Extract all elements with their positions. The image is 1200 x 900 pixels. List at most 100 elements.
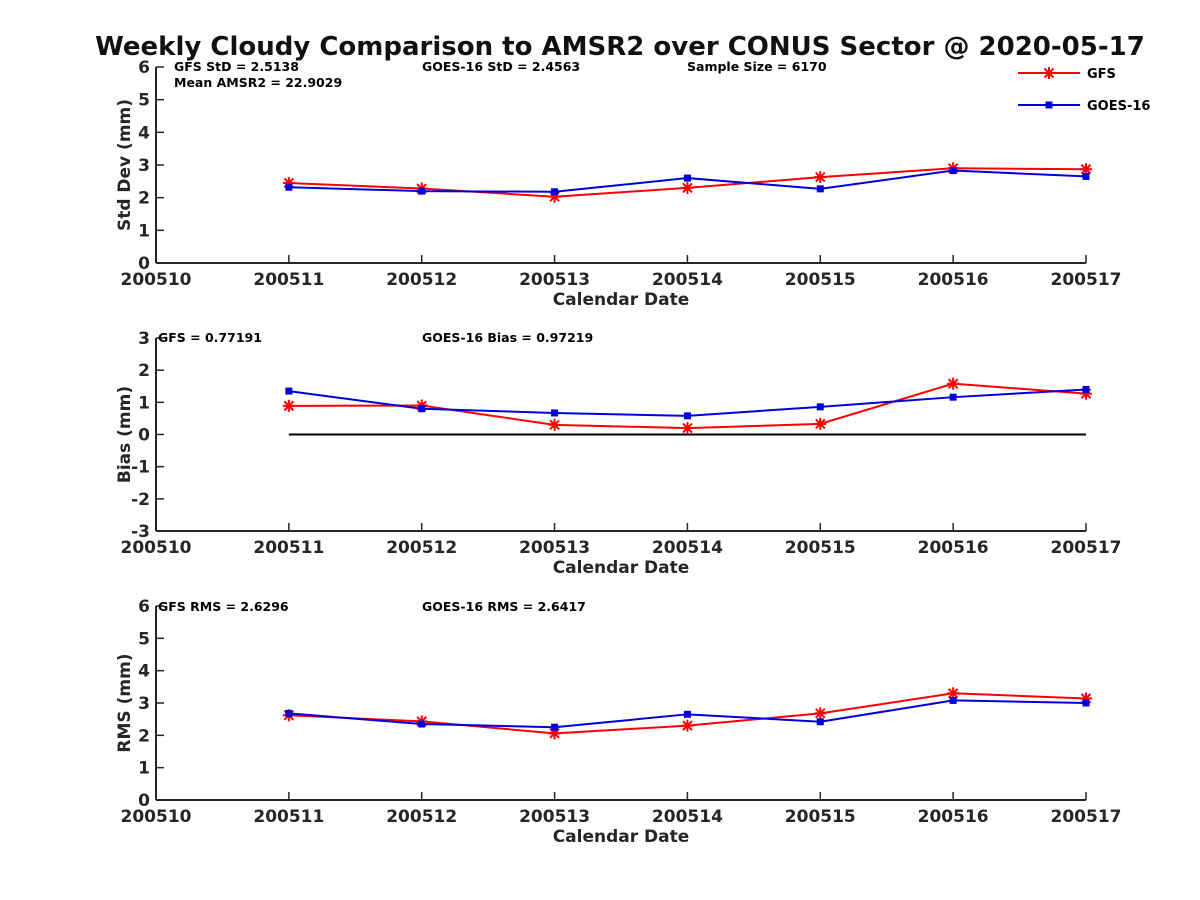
stddev-stat-annotation: GOES-16 StD = 2.4563 <box>422 59 580 74</box>
stddev-x-tick-label: 200511 <box>253 270 324 290</box>
legend-goes-label: GOES-16 <box>1087 99 1150 114</box>
bias-goes16-point <box>418 405 426 413</box>
rms-goes16-point <box>285 709 293 717</box>
stddev-stat-annotation: Mean AMSR2 = 22.9029 <box>174 75 342 90</box>
rms-x-tick-label: 200515 <box>785 807 856 827</box>
stddev-x-axis-label: Calendar Date <box>553 290 690 310</box>
rms-goes16-point <box>418 720 426 728</box>
bias-stat-annotation: GFS = 0.77191 <box>158 330 262 345</box>
bias-y-axis-label: Bias (mm) <box>115 386 135 483</box>
rms-y-tick-label: 3 <box>138 694 150 714</box>
bias-gfs-point <box>947 377 960 390</box>
rms-y-tick-label: 6 <box>138 597 150 617</box>
stddev-goes16-point <box>418 187 426 195</box>
stddev-y-tick-label: 5 <box>138 91 150 111</box>
stddev-y-tick-label: 0 <box>138 254 150 274</box>
stddev-stat-annotation: GFS StD = 2.5138 <box>174 59 299 74</box>
panel-rms: 200510 200511 200512 200513 200514 200515 2005… <box>115 597 1121 847</box>
rms-goes16-point <box>551 723 559 731</box>
bias-goes16-point <box>683 412 691 420</box>
stddev-x-tick-label: 200516 <box>918 270 989 290</box>
rms-goes16-point <box>816 718 824 726</box>
bias-gfs-point <box>548 418 561 431</box>
bias-goes16-point <box>285 387 293 395</box>
rms-x-tick-label: 200513 <box>519 807 590 827</box>
rms-y-tick-label: 4 <box>138 662 150 682</box>
bias-x-tick-label: 200510 <box>121 538 192 558</box>
bias-y-tick-label: 2 <box>138 361 150 381</box>
bias-x-tick-label: 200517 <box>1051 538 1122 558</box>
bias-x-tick-label: 200516 <box>918 538 989 558</box>
bias-goes16-point <box>1082 385 1090 393</box>
bias-gfs-point <box>814 417 827 430</box>
bias-goes16-point <box>551 409 559 417</box>
legend-gfs-marker <box>1043 67 1055 79</box>
rms-y-tick-label: 2 <box>138 726 150 746</box>
stddev-goes16-point <box>816 185 824 193</box>
bias-gfs-point <box>282 399 295 412</box>
stddev-goes16-point <box>1082 172 1090 180</box>
rms-y-tick-label: 1 <box>138 759 150 779</box>
stddev-y-tick-label: 4 <box>138 123 150 143</box>
stddev-goes16-point <box>285 183 293 191</box>
bias-x-tick-label: 200515 <box>785 538 856 558</box>
bias-y-tick-label: 1 <box>138 393 150 413</box>
legend-goes-marker <box>1045 101 1053 109</box>
rms-x-tick-label: 200511 <box>253 807 324 827</box>
panel-stddev: 200510 200511 200512 200513 200514 200515 2005… <box>115 58 1121 310</box>
stddev-x-tick-label: 200515 <box>785 270 856 290</box>
legend-gfs-label: GFS <box>1087 67 1116 82</box>
stddev-x-tick-label: 200517 <box>1051 270 1122 290</box>
rms-y-tick-label: 0 <box>138 791 150 811</box>
panel-bias: 200510 200511 200512 200513 200514 200515 2005… <box>115 329 1121 578</box>
stddev-goes16-point <box>551 188 559 196</box>
bias-y-tick-label: 0 <box>138 426 150 446</box>
stddev-goes16-point <box>949 167 957 175</box>
bias-goes16-point <box>816 403 824 411</box>
stddev-y-tick-label: 2 <box>138 189 150 209</box>
rms-x-axis-label: Calendar Date <box>553 827 690 847</box>
rms-x-tick-label: 200512 <box>386 807 457 827</box>
stddev-x-tick-label: 200512 <box>386 270 457 290</box>
stddev-x-tick-label: 200513 <box>519 270 590 290</box>
rms-y-tick-label: 5 <box>138 629 150 649</box>
stddev-y-axis-label: Std Dev (mm) <box>115 99 135 231</box>
rms-x-tick-label: 200510 <box>121 807 192 827</box>
bias-x-tick-label: 200514 <box>652 538 723 558</box>
rms-gfs-point <box>814 707 827 720</box>
stddev-stat-annotation: Sample Size = 6170 <box>687 59 827 74</box>
rms-stat-annotation: GOES-16 RMS = 2.6417 <box>422 599 586 614</box>
bias-y-tick-label: 3 <box>138 329 150 349</box>
bias-x-tick-label: 200513 <box>519 538 590 558</box>
rms-goes16-point <box>683 710 691 718</box>
legend: GFS GOES-16 <box>1018 67 1150 114</box>
panels: 200510 200511 200512 200513 200514 200515 2005… <box>115 58 1121 847</box>
bias-y-tick-label: -1 <box>131 458 150 478</box>
rms-goes16-point <box>1082 699 1090 707</box>
rms-stat-annotation: GFS RMS = 2.6296 <box>158 599 289 614</box>
rms-x-tick-label: 200516 <box>918 807 989 827</box>
bias-x-tick-label: 200511 <box>253 538 324 558</box>
rms-y-axis-label: RMS (mm) <box>115 653 135 752</box>
bias-stat-annotation: GOES-16 Bias = 0.97219 <box>422 330 593 345</box>
stddev-x-tick-label: 200510 <box>121 270 192 290</box>
bias-y-tick-label: -3 <box>131 522 150 542</box>
bias-x-tick-label: 200512 <box>386 538 457 558</box>
stddev-y-tick-label: 3 <box>138 156 150 176</box>
stddev-y-tick-label: 1 <box>138 221 150 241</box>
bias-goes16-point <box>949 393 957 401</box>
rms-x-tick-label: 200514 <box>652 807 723 827</box>
rms-gfs-point <box>681 719 694 732</box>
bias-x-axis-label: Calendar Date <box>553 558 690 578</box>
chart-title: Weekly Cloudy Comparison to AMSR2 over C… <box>95 32 1145 62</box>
bias-y-tick-label: -2 <box>131 490 150 510</box>
rms-x-tick-label: 200517 <box>1051 807 1122 827</box>
stddev-x-tick-label: 200514 <box>652 270 723 290</box>
stddev-goes16-point <box>683 174 691 182</box>
stddev-y-tick-label: 6 <box>138 58 150 78</box>
stddev-gfs-point <box>814 171 827 184</box>
rms-goes16-point <box>949 696 957 704</box>
stddev-gfs-point <box>681 181 694 194</box>
